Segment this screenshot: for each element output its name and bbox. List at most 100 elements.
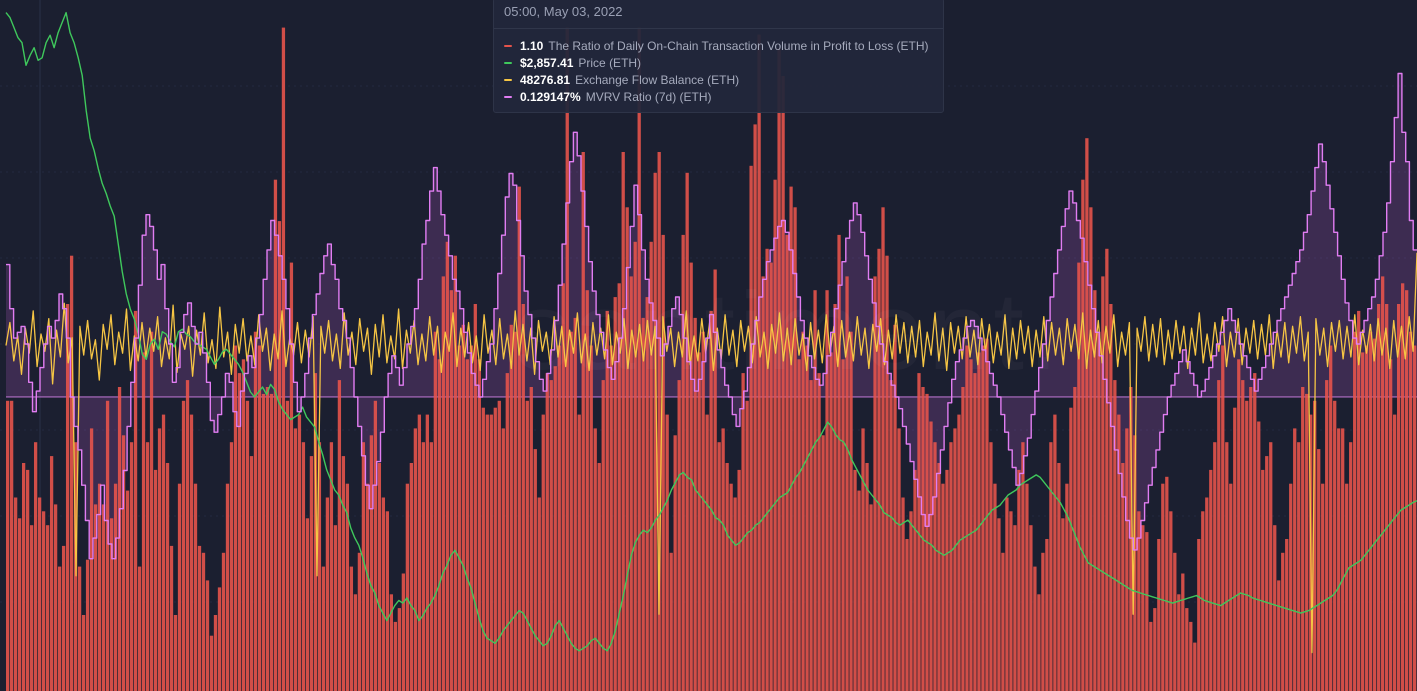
ratio-bar (357, 552, 362, 691)
ratio-bar (613, 297, 617, 691)
ratio-bar (505, 373, 509, 691)
ratio-bar (177, 483, 182, 691)
ratio-bar (1289, 483, 1293, 691)
ratio-bar (545, 373, 549, 691)
ratio-bar (1273, 525, 1277, 691)
ratio-bar (1153, 608, 1157, 691)
ratio-bar (513, 331, 517, 691)
ratio-bar (1053, 414, 1057, 691)
ratio-bar (1321, 483, 1325, 691)
ratio-bar (125, 490, 130, 691)
ratio-bar (269, 393, 274, 691)
ratio-bar (421, 442, 425, 691)
ratio-bar (885, 255, 889, 691)
ratio-bar (385, 511, 390, 691)
ratio-bar (321, 566, 326, 691)
ratio-bar (1145, 532, 1149, 691)
ratio-bar (557, 345, 561, 691)
ratio-bar (449, 290, 453, 691)
ratio-bar (857, 490, 861, 691)
mvrv-line (6, 72, 1417, 560)
ratio-bar (29, 525, 34, 691)
ratio-bar (249, 456, 254, 691)
ratio-bar (265, 387, 270, 691)
ratio-value: 1.10 (520, 38, 544, 53)
ratio-bar (149, 331, 154, 691)
ratio-bar (565, 27, 569, 691)
ratio-bar (521, 304, 525, 691)
ratio-bar (173, 615, 178, 691)
ratio-bar (1041, 552, 1045, 691)
ratio-bar (801, 331, 805, 691)
ratio-bar (641, 317, 645, 691)
ratio-bar (1381, 276, 1385, 691)
ratio-bar (1313, 400, 1317, 691)
ratio-bar (377, 463, 382, 691)
ratio-bar (1173, 552, 1177, 691)
ratio-bar (1237, 359, 1241, 691)
ratio-bar (1261, 469, 1265, 691)
ratio-bar (993, 483, 997, 691)
ratio-bar (945, 469, 949, 691)
ratio-bar (1105, 248, 1109, 691)
mvrv-line-series (6, 72, 1417, 560)
ratio-bar (853, 469, 857, 691)
ratio-bar (113, 483, 118, 691)
ratio-bar (773, 179, 777, 691)
ratio-bar (977, 352, 981, 691)
ratio-bar (605, 310, 609, 691)
ratio-bar (57, 566, 62, 691)
ratio-bar (517, 186, 521, 691)
ratio-bar (549, 380, 553, 691)
ratio-bar (345, 483, 350, 691)
ratio-bar (257, 345, 262, 691)
ratio-bar (1185, 608, 1189, 691)
ratio-bar (881, 207, 885, 691)
ratio-bar (349, 566, 354, 691)
ratio-bar (21, 463, 26, 691)
ratio-bar (313, 373, 318, 691)
ratio-bar (973, 373, 977, 691)
ratio-bar (413, 428, 417, 691)
ratio-bar (785, 234, 789, 691)
ratio-bar (157, 428, 162, 691)
ratio-bar (189, 414, 194, 691)
ratio-bar (41, 511, 46, 691)
ratio-bar (141, 352, 146, 691)
ratio-bar (901, 497, 905, 691)
ratio-bar (577, 414, 581, 691)
ratio-bar (721, 428, 725, 691)
ratio-bar (1377, 304, 1381, 691)
ratio-bar (469, 345, 473, 691)
ratio-bar (1097, 331, 1101, 691)
ratio-bar (1129, 387, 1133, 691)
ratio-bar (245, 400, 250, 691)
ratio-bar (1069, 407, 1073, 691)
ratio-bar (1001, 552, 1005, 691)
ratio-bar (1281, 552, 1285, 691)
ratio-bar (221, 552, 226, 691)
ratio-bar (1121, 463, 1125, 691)
ratio-bar-series (6, 27, 1417, 691)
ratio-bar (361, 442, 366, 691)
ratio-bar (65, 304, 70, 691)
ratio-bar (485, 414, 489, 691)
ratio-bar (981, 345, 985, 691)
ratio-bar (1253, 373, 1257, 691)
ratio-bar (1365, 345, 1369, 691)
ratio-bar (1369, 331, 1373, 691)
ratio-bar (1297, 442, 1301, 691)
ratio-bar (789, 186, 793, 691)
ratio-bar (6, 400, 10, 691)
ratio-bar (709, 310, 713, 691)
ratio-bar (949, 442, 953, 691)
ratio-bar (501, 428, 505, 691)
ratio-bar (649, 241, 653, 691)
ratio-bar (425, 414, 429, 691)
ratio-bar (253, 331, 258, 691)
ratio-bar (25, 469, 30, 691)
ratio-bar (1205, 497, 1209, 691)
ratio-bar (1401, 283, 1405, 691)
ratio-bar (1229, 483, 1233, 691)
